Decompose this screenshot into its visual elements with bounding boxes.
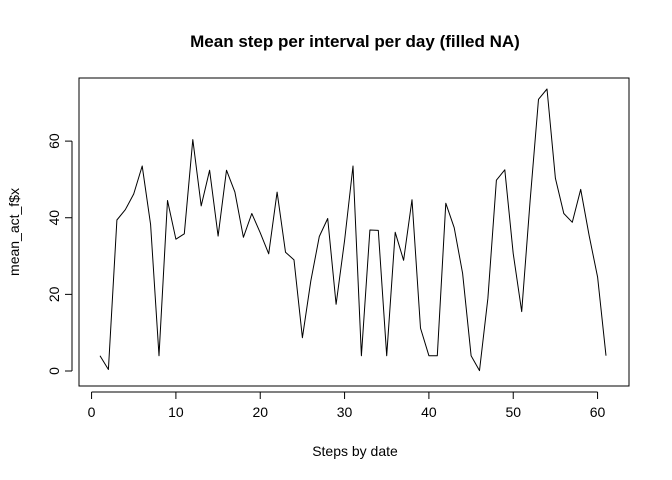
y-tick-label: 40 <box>46 210 62 226</box>
x-tick-label: 30 <box>337 404 353 420</box>
chart-title: Mean step per interval per day (filled N… <box>190 32 520 51</box>
plot-frame <box>78 77 630 387</box>
x-tick-label: 50 <box>505 404 521 420</box>
x-tick-label: 60 <box>590 404 606 420</box>
x-tick-label: 40 <box>421 404 437 420</box>
series-group <box>99 88 607 372</box>
x-axis: 0 10 20 30 40 50 60 <box>88 391 606 420</box>
y-axis-label: mean_act_f$x <box>6 188 22 276</box>
y-tick-label: 60 <box>46 133 62 149</box>
x-tick-label: 0 <box>88 404 96 420</box>
y-axis: 0 20 40 60 <box>46 133 73 375</box>
x-tick-label: 20 <box>252 404 268 420</box>
y-tick-label: 0 <box>46 367 62 375</box>
y-tick-label: 20 <box>46 286 62 302</box>
series-line <box>99 88 607 372</box>
x-axis-label: Steps by date <box>312 443 398 459</box>
x-tick-label: 10 <box>168 404 184 420</box>
